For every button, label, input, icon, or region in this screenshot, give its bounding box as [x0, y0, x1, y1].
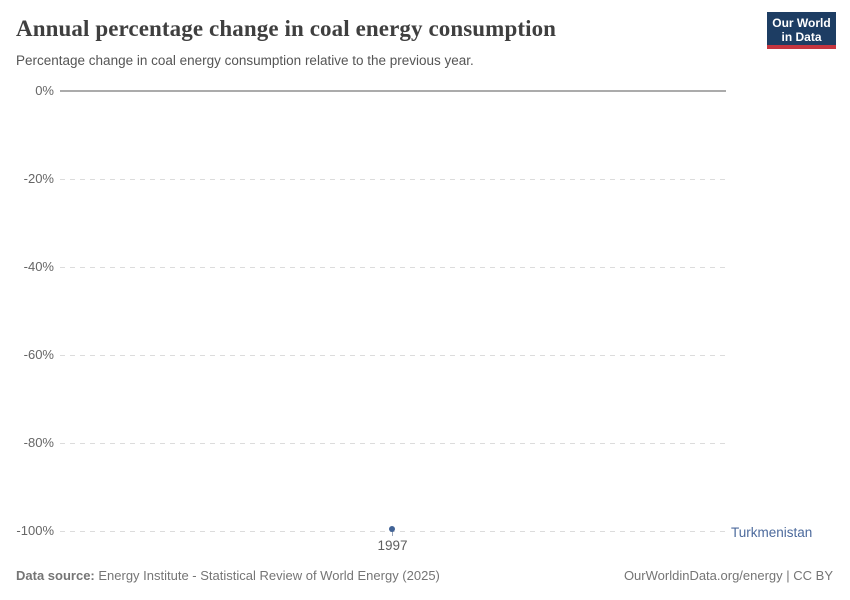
- y-axis-tick-60: -60%: [23, 347, 54, 362]
- series-label-turkmenistan[interactable]: Turkmenistan: [731, 525, 813, 540]
- chart-subtitle: Percentage change in coal energy consump…: [16, 53, 474, 68]
- owid-logo-line1: Our World: [772, 16, 831, 30]
- owid-logo[interactable]: Our World in Data: [767, 12, 836, 49]
- zero-axis-line: [60, 90, 726, 92]
- data-source-label: Data source:: [16, 568, 95, 583]
- y-axis-tick-80: -80%: [23, 435, 54, 450]
- gridline-minus-20: [60, 179, 726, 180]
- gridline-minus-80: [60, 443, 726, 444]
- owid-url-license[interactable]: OurWorldinData.org/energy | CC BY: [623, 568, 833, 583]
- y-axis-tick-0: 0%: [35, 83, 54, 98]
- data-point-turkmenistan-1997[interactable]: [389, 526, 395, 532]
- y-axis-tick-20: -20%: [23, 171, 54, 186]
- chart-title: Annual percentage change in coal energy …: [16, 16, 557, 41]
- gridline-minus-40: [60, 267, 726, 268]
- x-axis-label-1997: 1997: [377, 538, 408, 553]
- data-source-note: Data source: Energy Institute - Statisti…: [16, 568, 440, 583]
- x-axis-tick-mark-1997: [392, 531, 393, 536]
- gridline-minus-60: [60, 355, 726, 356]
- y-axis-tick-100: -100%: [16, 523, 54, 538]
- owid-logo-line2: in Data: [781, 30, 822, 44]
- data-source-text: Energy Institute - Statistical Review of…: [94, 568, 440, 583]
- y-axis-tick-40: -40%: [23, 259, 54, 274]
